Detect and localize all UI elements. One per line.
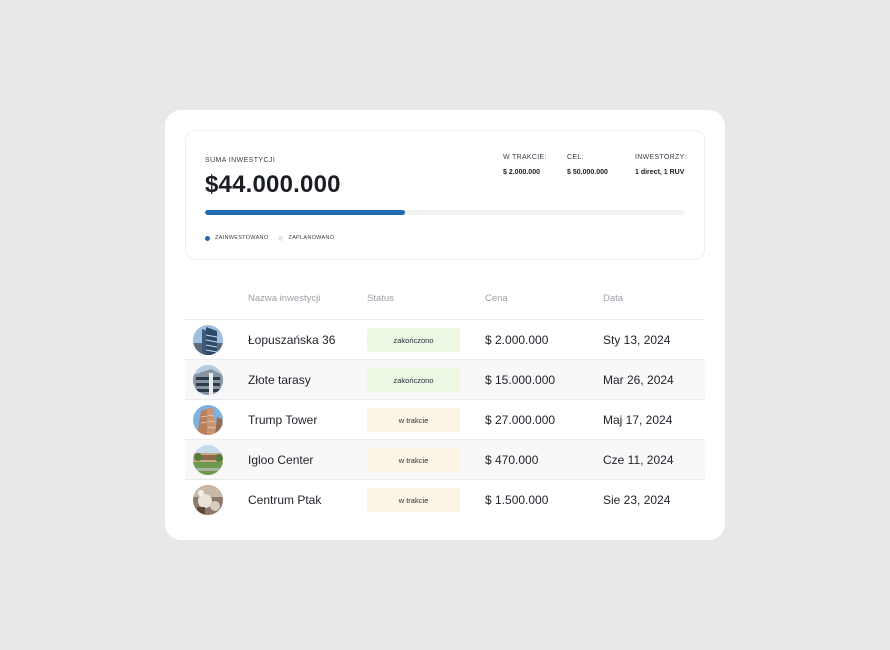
legend-invested: ZAINWESTOWANO <box>205 235 268 241</box>
table-header: Nazwa inwestycji Status Cena Data <box>185 280 705 320</box>
progress-fill <box>205 210 406 215</box>
investment-name: Igloo Center <box>248 453 314 467</box>
investments-card: SUMA INWESTYCJI $44.000.000 W TRAKCIE: $… <box>165 110 725 540</box>
status-badge: w trakcie <box>367 488 460 512</box>
summary-total: $44.000.000 <box>205 171 341 198</box>
building-park-icon <box>193 445 223 475</box>
investments-table: Nazwa inwestycji Status Cena Data Łopusz <box>185 280 705 520</box>
investment-price: $ 2.000.000 <box>485 333 549 347</box>
building-towers-icon <box>193 405 223 435</box>
building-interior-icon <box>193 485 223 515</box>
investment-price: $ 27.000.000 <box>485 413 556 427</box>
table-row[interactable]: Łopuszańska 36 zakończono $ 2.000.000 St… <box>185 320 705 360</box>
legend-planned: ZAPLANOWANO <box>278 235 334 241</box>
stat-value: $ 50.000.000 <box>567 169 608 176</box>
investment-date: Maj 17, 2024 <box>603 413 673 427</box>
investment-name: Złote tarasy <box>248 373 311 387</box>
table-row[interactable]: Centrum Ptak w trakcie $ 1.500.000 Sie 2… <box>185 480 705 520</box>
investment-price: $ 1.500.000 <box>485 493 549 507</box>
table-row[interactable]: Złote tarasy zakończono $ 15.000.000 Mar… <box>185 360 705 400</box>
legend-label: ZAINWESTOWANO <box>215 235 269 241</box>
progress-legend: ZAINWESTOWANO ZAPLANOWANO <box>205 235 334 241</box>
building-modern-icon <box>193 365 223 395</box>
investment-price: $ 470.000 <box>485 453 539 467</box>
investment-name: Trump Tower <box>248 413 318 427</box>
investment-name: Centrum Ptak <box>248 493 322 507</box>
legend-dot-planned <box>278 235 284 241</box>
status-badge: w trakcie <box>367 408 460 432</box>
header-status[interactable]: Status <box>367 293 394 304</box>
progress-track <box>205 210 685 215</box>
investment-price: $ 15.000.000 <box>485 373 556 387</box>
investment-date: Sie 23, 2024 <box>603 493 671 507</box>
building-glass-icon <box>193 325 223 355</box>
header-name[interactable]: Nazwa inwestycji <box>248 293 321 304</box>
status-badge: zakończono <box>367 368 460 392</box>
stat-label: INWESTORZY: <box>635 154 687 161</box>
header-date[interactable]: Data <box>603 293 624 304</box>
status-badge: zakończono <box>367 328 460 352</box>
table-row[interactable]: Trump Tower w trakcie $ 27.000.000 Maj 1… <box>185 400 705 440</box>
summary-label: SUMA INWESTYCJI <box>205 157 276 164</box>
stat-in-progress: W TRAKCIE: $ 2.000.000 <box>503 154 547 176</box>
investment-date: Mar 26, 2024 <box>603 373 674 387</box>
investment-summary: SUMA INWESTYCJI $44.000.000 W TRAKCIE: $… <box>185 130 705 260</box>
legend-label: ZAPLANOWANO <box>288 235 335 241</box>
stat-value: 1 direct, 1 RUV <box>635 169 685 176</box>
stat-goal: CEL: $ 50.000.000 <box>567 154 608 176</box>
table-row[interactable]: Igloo Center w trakcie $ 470.000 Cze 11,… <box>185 440 705 480</box>
stat-investors: INWESTORZY: 1 direct, 1 RUV <box>635 154 686 176</box>
investment-date: Cze 11, 2024 <box>603 453 674 467</box>
stat-value: $ 2.000.000 <box>503 169 540 176</box>
status-badge: w trakcie <box>367 448 460 472</box>
stat-label: W TRAKCIE: <box>503 154 547 161</box>
header-price[interactable]: Cena <box>485 293 508 304</box>
stat-label: CEL: <box>567 154 584 161</box>
investment-name: Łopuszańska 36 <box>248 333 336 347</box>
legend-dot-invested <box>205 235 210 241</box>
investment-date: Sty 13, 2024 <box>603 333 671 347</box>
